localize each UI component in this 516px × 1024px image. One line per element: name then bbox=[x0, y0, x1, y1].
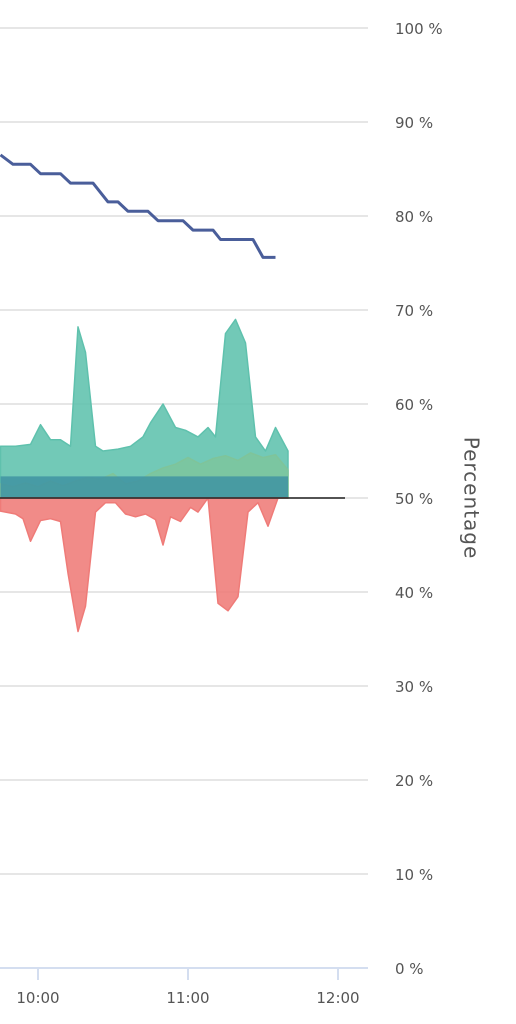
series-trend-line bbox=[0, 153, 276, 259]
y-tick-label-70: 70 % bbox=[395, 302, 433, 320]
y-tick-label-30: 30 % bbox=[395, 678, 433, 696]
y-tick-label-10: 10 % bbox=[395, 866, 433, 884]
series-negative-area bbox=[0, 497, 289, 633]
y-tick-label-20: 20 % bbox=[395, 772, 433, 790]
series-positive-area bbox=[0, 318, 289, 499]
y-tick-label-0: 0 % bbox=[395, 960, 424, 978]
y-tick-label-80: 80 % bbox=[395, 208, 433, 226]
x-tick-label-1: 11:00 bbox=[166, 989, 209, 1007]
y-tick-label-100: 100 % bbox=[395, 20, 443, 38]
series-layer bbox=[0, 153, 345, 633]
y-axis-title: Percentage bbox=[460, 437, 484, 560]
y-tick-label-90: 90 % bbox=[395, 114, 433, 132]
x-axis-tick-labels: 10:00 11:00 12:00 bbox=[16, 989, 359, 1007]
y-tick-label-40: 40 % bbox=[395, 584, 433, 602]
y-axis-tick-labels: 0 % 10 % 20 % 30 % 40 % 50 % 60 % 70 % 80 % 90 % 1… bbox=[395, 20, 443, 978]
axes bbox=[0, 967, 368, 980]
series-baseline-band bbox=[0, 476, 288, 498]
y-tick-label-50: 50 % bbox=[395, 490, 433, 508]
x-tick-label-2: 12:00 bbox=[316, 989, 359, 1007]
y-tick-label-60: 60 % bbox=[395, 396, 433, 414]
x-tick-label-0: 10:00 bbox=[16, 989, 59, 1007]
